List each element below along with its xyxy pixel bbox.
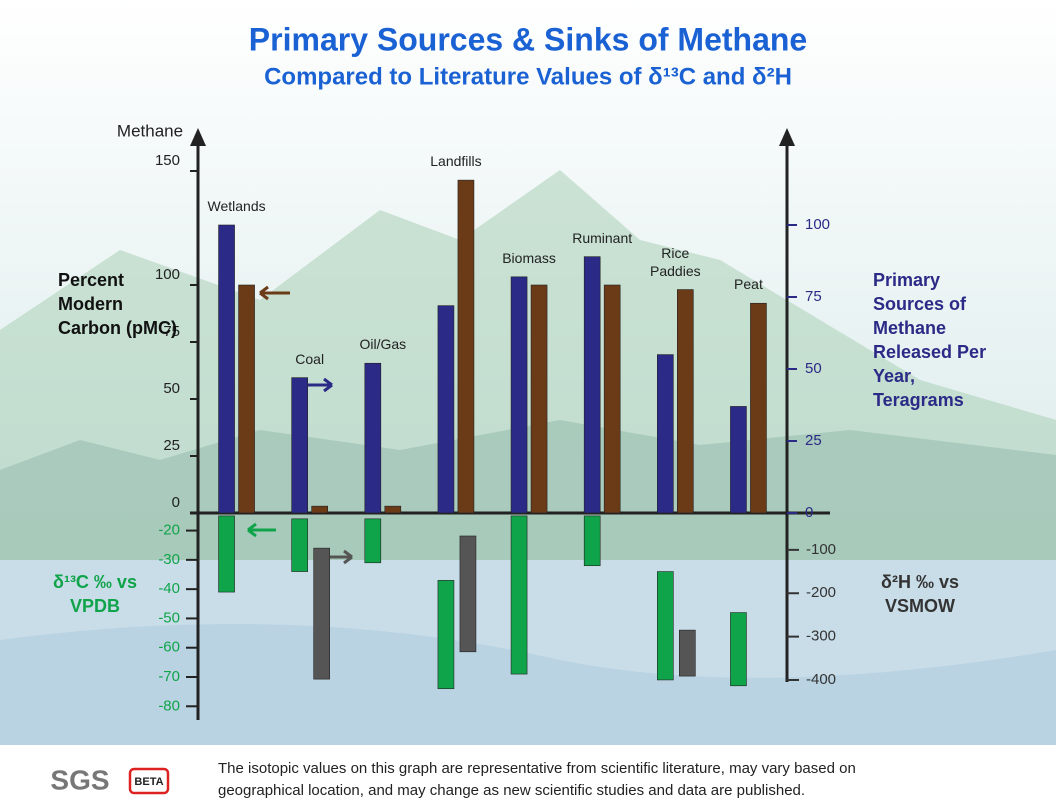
range-bar xyxy=(459,535,477,653)
bar xyxy=(510,276,528,514)
bar xyxy=(291,377,308,514)
range-bar xyxy=(583,515,601,567)
y4-tick-label: -200 xyxy=(806,584,836,601)
category-label: Oil/Gas xyxy=(359,336,407,353)
arrow xyxy=(304,377,333,393)
y4-tick-label: -300 xyxy=(806,628,836,645)
y3-tick-label: -70 xyxy=(158,668,180,685)
forest xyxy=(0,420,1056,560)
y-tick-label: 25 xyxy=(163,437,180,454)
category-label: Coal xyxy=(295,350,325,367)
bar xyxy=(750,302,767,514)
bar xyxy=(530,284,548,514)
y4-axis-label: δ²H ‰ vs VSMOW xyxy=(881,572,959,616)
footer-band xyxy=(0,745,1056,806)
y-tick-label: 50 xyxy=(163,380,180,397)
axis-title: Methane xyxy=(117,121,183,140)
y3-tick-label: -30 xyxy=(158,551,180,568)
bar xyxy=(311,505,328,514)
y2-tick-label: 100 xyxy=(805,216,830,233)
y-tick-label: 100 xyxy=(155,266,180,283)
y3-tick-label: -80 xyxy=(158,697,180,714)
category-label: Ruminant xyxy=(572,229,633,246)
bar xyxy=(677,289,694,514)
category-label: Rice Paddies xyxy=(650,244,701,279)
y2-tick-label: 50 xyxy=(805,360,822,377)
y-tick-label: 150 xyxy=(155,152,180,169)
bar xyxy=(218,224,235,514)
category-label: Biomass xyxy=(502,249,556,266)
y3-tick-label: -50 xyxy=(158,609,180,626)
chart-subtitle: Compared to Literature Values of δ¹³C an… xyxy=(264,63,792,90)
footer-note: The isotopic values on this graph are re… xyxy=(218,760,856,799)
range-bar xyxy=(679,629,696,677)
bar xyxy=(457,179,475,514)
bar xyxy=(603,284,621,514)
y3-tick-label: -60 xyxy=(158,639,180,656)
bar xyxy=(730,406,747,514)
y2-tick-label: 0 xyxy=(805,504,813,521)
bar xyxy=(384,505,402,514)
y-axis-label: Percent Modern Carbon (pMC) xyxy=(58,270,177,338)
y-tick-label: 0 xyxy=(172,494,180,511)
y3-axis-label: δ¹³C ‰ vs VPDB xyxy=(53,572,137,616)
range-bar xyxy=(657,571,674,681)
water-shade xyxy=(0,624,1056,745)
left-axis-arrow xyxy=(190,128,206,146)
bar xyxy=(238,284,255,514)
range-bar xyxy=(218,515,235,593)
bar xyxy=(583,256,601,514)
category-label: Wetlands xyxy=(207,198,266,214)
range-bar xyxy=(313,547,330,680)
right-axis-arrow xyxy=(779,128,795,146)
range-bar xyxy=(730,612,747,687)
y4-tick-label: -400 xyxy=(806,671,836,688)
y2-tick-label: 25 xyxy=(805,432,822,449)
logo-beta-frame xyxy=(128,767,170,795)
logo-beta: BETA xyxy=(134,776,163,788)
chart-title: Primary Sources & Sinks of Methane xyxy=(249,21,807,57)
y4-tick-label: -100 xyxy=(806,541,836,558)
logo-sgs: SGS xyxy=(50,764,109,795)
range-bar xyxy=(364,518,382,564)
y3-tick-label: -40 xyxy=(158,580,180,597)
range-bar xyxy=(510,515,528,675)
bar xyxy=(364,362,382,514)
category-label: Landfills xyxy=(430,153,482,170)
range-bar xyxy=(291,518,308,572)
bar xyxy=(657,354,674,514)
y-tick-label: 75 xyxy=(163,323,180,340)
y2-tick-label: 75 xyxy=(805,288,822,305)
y2-axis-label: Primary Sources of Methane Released Per … xyxy=(873,270,987,410)
range-bar xyxy=(437,580,455,690)
arrow xyxy=(259,285,290,301)
y3-tick-label: -20 xyxy=(158,522,180,539)
bar xyxy=(437,305,455,514)
category-label: Peat xyxy=(734,276,763,293)
arrow xyxy=(247,522,276,538)
